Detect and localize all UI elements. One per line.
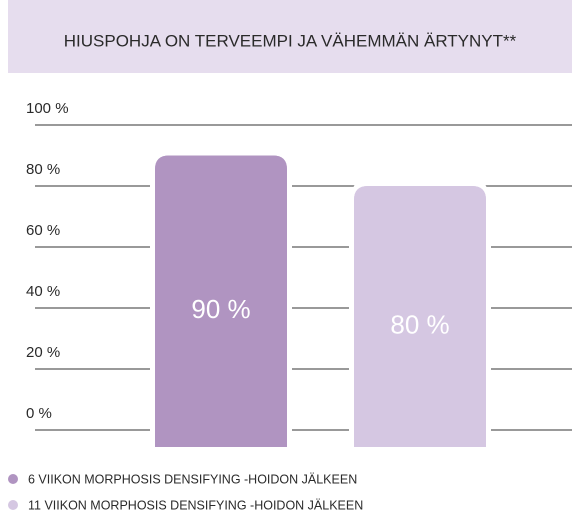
title-banner [8,0,572,73]
y-tick-label: 20 % [26,344,60,361]
y-tick-label: 40 % [26,283,60,300]
bar-fill [354,186,486,447]
chart-title: HIUSPOHJA ON TERVEEMPI JA VÄHEMMÄN ÄRTYN… [64,31,517,50]
value-label: 90 % [191,294,250,324]
legend-label: 6 VIIKON MORPHOSIS DENSIFYING -HOIDON JÄ… [28,472,357,486]
value-label: 80 % [390,309,449,339]
y-tick-label: 100 % [26,100,69,117]
legend-swatch [8,474,18,484]
bar-fill [155,155,287,447]
legend-label: 11 VIIKON MORPHOSIS DENSIFYING -HOIDON J… [28,498,363,511]
legend-swatch [8,500,18,510]
y-tick-label: 0 % [26,405,52,422]
y-tick-label: 60 % [26,222,60,239]
y-tick-label: 80 % [26,161,60,178]
